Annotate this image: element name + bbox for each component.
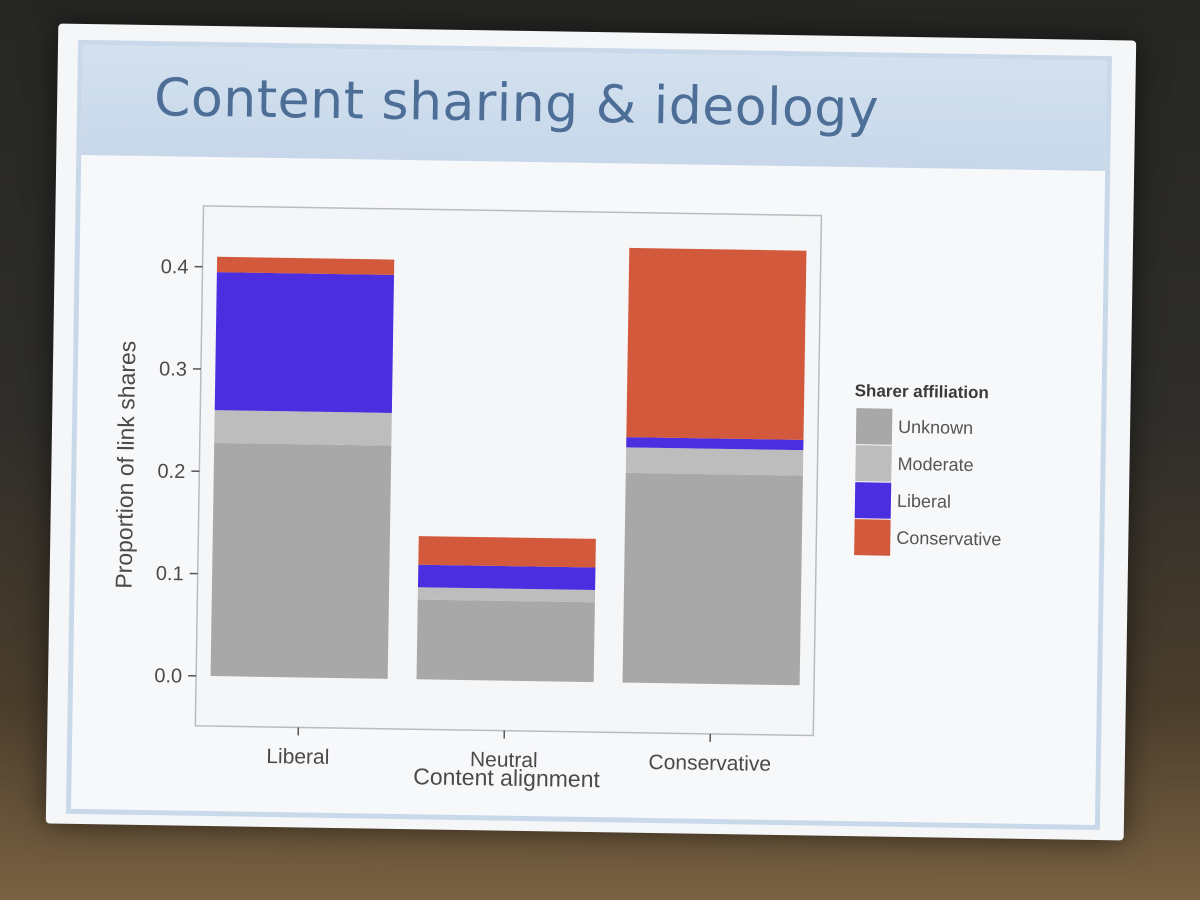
y-tick-label: 0.0 xyxy=(154,665,182,687)
y-tick-label: 0.3 xyxy=(159,358,187,380)
slide: Content sharing & ideology 0.0 0.1 0.2 0.3 0… xyxy=(45,23,1137,841)
legend-swatch xyxy=(855,445,892,482)
legend-title: Sharer affiliation xyxy=(855,381,989,402)
x-tick-label: Neutral xyxy=(470,748,538,772)
legend-swatch xyxy=(854,482,892,519)
bar-segment-liberal-conservative xyxy=(626,437,804,451)
bars xyxy=(210,247,807,686)
legend: Sharer affiliation Unknown Moderate Libera… xyxy=(854,381,1002,556)
legend-swatch xyxy=(854,519,891,556)
y-axis: 0.0 0.1 0.2 0.3 0.4 xyxy=(154,256,203,688)
bar-segment-moderate-liberal xyxy=(214,410,392,446)
y-axis-label: Proportion of link shares xyxy=(110,340,140,588)
x-axis: Liberal Neutral Conservative xyxy=(266,727,771,776)
legend-label: Liberal xyxy=(897,491,951,512)
bar-segment-conservative-conservative xyxy=(626,247,807,440)
legend-swatch xyxy=(855,408,893,445)
x-axis-label: Content alignment xyxy=(413,763,601,792)
bar-segment-conservative-neutral xyxy=(418,536,596,568)
legend-label: Unknown xyxy=(898,417,973,438)
y-tick-label: 0.1 xyxy=(156,563,184,585)
x-tick-label: Liberal xyxy=(266,745,329,769)
bar-segment-moderate-conservative xyxy=(625,447,804,476)
bar-segment-liberal-liberal xyxy=(214,272,395,413)
stacked-bar-chart: 0.0 0.1 0.2 0.3 0.4 Liberal Neutral Conservati… xyxy=(110,205,1002,792)
legend-label: Moderate xyxy=(897,454,973,475)
bar-segment-unknown-neutral xyxy=(416,599,595,683)
legend-label: Conservative xyxy=(896,528,1001,550)
bar-segment-moderate-neutral xyxy=(417,587,596,603)
y-tick-label: 0.2 xyxy=(157,461,185,483)
x-tick-label: Conservative xyxy=(648,751,771,776)
bar-segment-unknown-conservative xyxy=(622,472,803,686)
bar-segment-liberal-neutral xyxy=(417,564,596,591)
bar-segment-unknown-liberal xyxy=(210,442,392,679)
bar-segment-conservative-liberal xyxy=(216,256,395,275)
y-tick-label: 0.4 xyxy=(161,256,189,278)
